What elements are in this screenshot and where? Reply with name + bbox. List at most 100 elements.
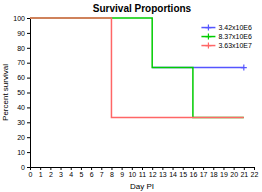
legend-label: 8.37x10E6 (218, 33, 252, 40)
tick-mark (27, 63, 30, 64)
tick-mark (183, 167, 184, 170)
tick: 2 (49, 167, 53, 178)
tick-label: 8 (110, 171, 114, 178)
tick-label: 11 (139, 171, 146, 178)
legend-item: 3.42x10E6 (201, 24, 252, 31)
tick-label: 12 (149, 171, 157, 178)
tick-mark (162, 167, 163, 170)
series-line (30, 18, 244, 117)
tick: 16 (190, 167, 198, 178)
tick-label: 30 (17, 119, 25, 126)
tick-mark (152, 167, 153, 170)
tick-mark (132, 167, 133, 170)
plot-area: 0123456789101112131415161718192021220102… (13, 15, 258, 178)
tick: 8 (110, 167, 114, 178)
tick-label: 50 (17, 89, 25, 96)
tick-label: 0 (29, 171, 33, 178)
tick-mark (27, 48, 30, 49)
tick: 100 (13, 15, 30, 22)
tick: 80 (17, 45, 30, 52)
tick-mark (244, 167, 245, 170)
marker (241, 65, 247, 71)
tick-mark (27, 122, 30, 123)
tick-label: 70 (17, 59, 25, 66)
tick-label: 100 (13, 15, 25, 22)
tick: 70 (17, 59, 30, 66)
tick-mark (27, 152, 30, 153)
tick: 0 (29, 167, 33, 178)
tick: 19 (220, 167, 228, 178)
axis-domain (31, 168, 255, 171)
tick-label: 16 (190, 171, 198, 178)
tick: 6 (90, 167, 94, 178)
tick-label: 14 (169, 171, 177, 178)
tick-mark (203, 167, 204, 170)
title: Survival Proportions (93, 3, 192, 14)
legend-swatch-marker (205, 43, 211, 49)
tick: 10 (17, 149, 30, 156)
tick-label: 5 (79, 171, 83, 178)
tick-label: 15 (179, 171, 187, 178)
tick: 4 (69, 167, 73, 178)
tick: 17 (200, 167, 208, 178)
tick-mark (101, 167, 102, 170)
chart: 0123456789101112131415161718192021220102… (0, 0, 262, 192)
axis-domain (27, 19, 31, 168)
tick: 14 (169, 167, 177, 178)
legend-label: 3.42x10E6 (218, 24, 252, 31)
y-axis: 0102030405060708090100 (13, 15, 30, 171)
tick-mark (142, 167, 143, 170)
tick: 60 (17, 74, 30, 81)
tick-mark (27, 137, 30, 138)
tick-label: 20 (17, 134, 25, 141)
tick-mark (27, 107, 30, 108)
tick-mark (50, 167, 51, 170)
x-axis: 012345678910111213141516171819202122 (29, 167, 259, 178)
tick: 90 (17, 30, 30, 37)
legend-label: 3.63x10E7 (218, 42, 252, 49)
tick-label: 4 (69, 171, 73, 178)
tick: 40 (17, 104, 30, 111)
tick-mark (27, 18, 30, 19)
legend-item: 3.63x10E7 (201, 42, 252, 49)
tick-label: 17 (200, 171, 208, 178)
series-line (30, 18, 244, 117)
tick: 50 (17, 89, 30, 96)
tick-label: 21 (240, 171, 248, 178)
tick-mark (223, 167, 224, 170)
tick: 20 (17, 134, 30, 141)
tick-mark (122, 167, 123, 170)
tick: 5 (79, 167, 83, 178)
tick-mark (173, 167, 174, 170)
tick-label: 22 (251, 171, 259, 178)
legend-swatch-marker (205, 34, 211, 40)
tick: 21 (240, 167, 248, 178)
tick-mark (27, 78, 30, 79)
series-group (30, 18, 247, 117)
tick: 30 (17, 119, 30, 126)
tick-label: 2 (49, 171, 53, 178)
tick: 7 (100, 167, 104, 178)
tick-mark (71, 167, 72, 170)
tick: 12 (149, 167, 157, 178)
tick-label: 10 (17, 149, 25, 156)
y-axis-title: Percent survival (1, 64, 10, 121)
tick-label: 90 (17, 30, 25, 37)
tick-label: 19 (220, 171, 228, 178)
tick-mark (27, 33, 30, 34)
tick-label: 1 (39, 171, 43, 178)
tick-label: 18 (210, 171, 218, 178)
tick: 13 (159, 167, 167, 178)
tick-label: 60 (17, 74, 25, 81)
tick-mark (234, 167, 235, 170)
tick-mark (213, 167, 214, 170)
tick-mark (91, 167, 92, 170)
tick-label: 20 (230, 171, 238, 178)
tick-mark (61, 167, 62, 170)
tick: 11 (139, 167, 146, 178)
tick-mark (27, 167, 30, 168)
tick-label: 80 (17, 45, 25, 52)
tick: 15 (179, 167, 187, 178)
tick: 3 (59, 167, 63, 178)
tick-label: 40 (17, 104, 25, 111)
